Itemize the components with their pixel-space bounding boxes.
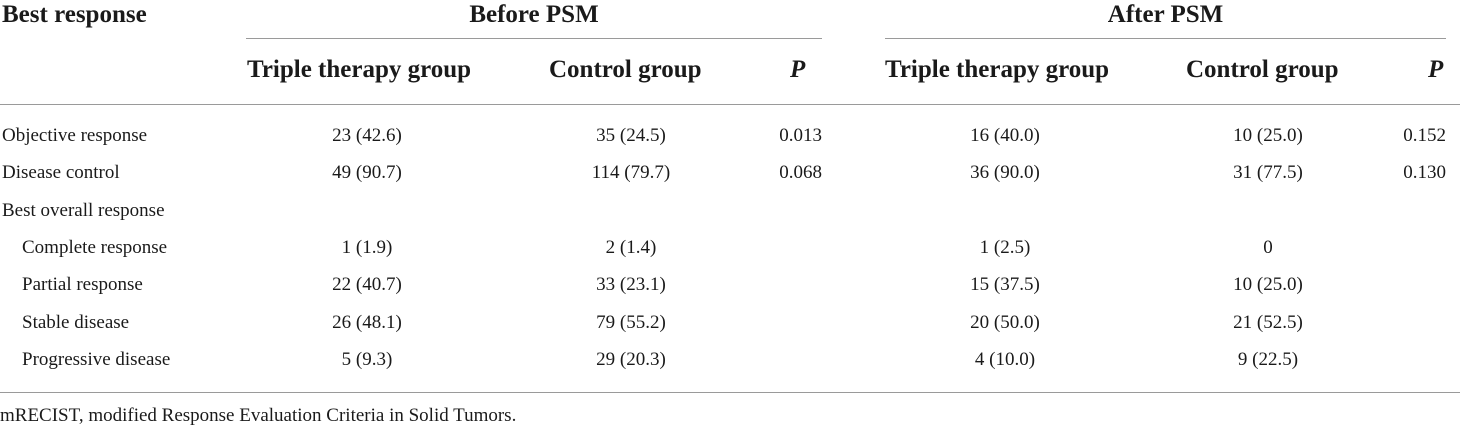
cell-triple-after: 4 (10.0) (974, 349, 1036, 370)
cell-triple-before: 23 (42.6) (332, 125, 402, 146)
col-header-triple-before: Triple therapy group (247, 56, 472, 83)
row-label: Objective response (2, 125, 148, 146)
cell-control-after: 10 (25.0) (1233, 125, 1303, 146)
cell-p-after: 0.152 (1403, 125, 1446, 146)
header-rule (0, 104, 1460, 105)
cell-triple-before: 22 (40.7) (332, 274, 402, 295)
cell-triple-after: 15 (37.5) (970, 274, 1040, 295)
cell-triple-after: 1 (2.5) (979, 237, 1031, 258)
row-label: Partial response (22, 274, 143, 295)
table-footnote: mRECIST, modified Response Evaluation Cr… (0, 405, 517, 426)
cell-triple-after: 16 (40.0) (970, 125, 1040, 146)
cell-control-before: 33 (23.1) (596, 274, 666, 295)
cell-control-after: 31 (77.5) (1233, 162, 1303, 183)
cell-p-before: 0.068 (779, 162, 822, 183)
row-label: Stable disease (22, 312, 130, 333)
cell-control-after: 10 (25.0) (1233, 274, 1303, 295)
before-psm-rule (246, 38, 822, 39)
row-label: Complete response (22, 237, 168, 258)
cell-control-after: 9 (22.5) (1237, 349, 1299, 370)
before-psm-header: Before PSM (469, 1, 599, 28)
cell-control-after: 21 (52.5) (1233, 312, 1303, 333)
table-bottom-rule (0, 392, 1460, 393)
cell-p-before: 0.013 (779, 125, 822, 146)
col-header-control-after: Control group (1186, 56, 1339, 83)
after-psm-header: After PSM (1107, 1, 1224, 28)
row-label: Progressive disease (22, 349, 171, 370)
cell-triple-after: 20 (50.0) (970, 312, 1040, 333)
after-psm-rule (885, 38, 1446, 39)
cell-control-before: 114 (79.7) (591, 162, 671, 183)
col-header-triple-after: Triple therapy group (885, 56, 1110, 83)
cell-triple-before: 26 (48.1) (332, 312, 402, 333)
cell-triple-after: 36 (90.0) (970, 162, 1040, 183)
row-label: Disease control (2, 162, 120, 183)
cell-control-before: 79 (55.2) (596, 312, 666, 333)
col-header-p-before: P (790, 56, 806, 83)
col-header-p-after: P (1428, 56, 1444, 83)
row-label-header: Best response (2, 1, 147, 28)
row-label: Best overall response (2, 200, 165, 221)
cell-triple-before: 49 (90.7) (332, 162, 402, 183)
cell-p-after: 0.130 (1403, 162, 1446, 183)
cell-triple-before: 1 (1.9) (341, 237, 393, 258)
cell-control-before: 2 (1.4) (605, 237, 657, 258)
col-header-control-before: Control group (549, 56, 702, 83)
cell-control-before: 35 (24.5) (596, 125, 666, 146)
cell-triple-before: 5 (9.3) (341, 349, 393, 370)
cell-control-before: 29 (20.3) (596, 349, 666, 370)
cell-control-after: 0 (1263, 237, 1273, 258)
